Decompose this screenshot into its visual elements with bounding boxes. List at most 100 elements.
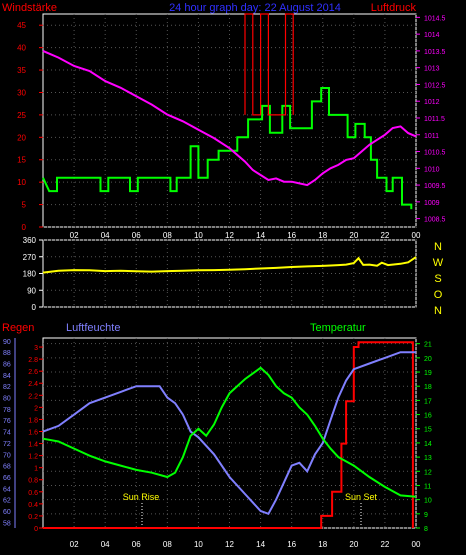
- pressure-tick-label: 1012.5: [424, 82, 446, 89]
- humidity-tick-label: 58: [3, 520, 11, 527]
- pressure-tick-label: 1009: [424, 200, 440, 207]
- pressure-tick-label: 1013: [424, 66, 440, 73]
- humidity-tick-label: 72: [3, 441, 11, 448]
- rain-tick-label: 0.2: [28, 514, 38, 521]
- wind-speed-tick-label: 30: [17, 88, 26, 97]
- wind-speed-tick-label: 35: [17, 66, 26, 75]
- rain-tick-label: 1.8: [28, 417, 38, 424]
- temperature-tick-label: 11: [424, 483, 431, 490]
- wind-speed-tick-label: 0: [22, 223, 27, 232]
- wind-speed-ticks: 0 5 10 15 20 25 30 35 40 45: [17, 21, 43, 232]
- temperature-tick-label: 17: [424, 398, 432, 405]
- pressure-tick-label: 1014: [424, 32, 440, 39]
- pressure-tick-label: 1012: [424, 99, 440, 106]
- temperature-tick-label: 20: [424, 356, 432, 363]
- rain-humidity-temperature-series: [42, 341, 417, 529]
- x-tick-label: 10: [194, 231, 203, 240]
- rain-humidity-temperature-panel: 0 0.2 0.4 0.6 0.8 1 1.2 1.4 1.6 1.8 2 2.2 2.4 2.6 2.8 3…: [3, 337, 432, 549]
- rain-tick-label: 0.6: [28, 490, 38, 497]
- direction-ticks: 0 90 180 270 360: [23, 236, 43, 312]
- compass-letter: N: [434, 305, 442, 317]
- humidity-tick-label: 78: [3, 407, 11, 414]
- temperature-tick-label: 9: [424, 512, 428, 519]
- pressure-ticks: 1008.5 1009 1009.5 1010 1010.5 1011 1011.5 1012…: [416, 15, 446, 224]
- rain-axis-title: Regen: [2, 322, 34, 334]
- rain-tick-label: 3: [34, 345, 38, 352]
- x-tick-label: 02: [70, 540, 79, 549]
- x-tick-label: 22: [380, 540, 389, 549]
- x-tick-label: 02: [70, 231, 79, 240]
- wind-pressure-x-ticks: 02 04 06 08 10 12 14 16 18 20 22 00: [70, 231, 421, 240]
- humidity-axis-title: Luftfeuchte: [66, 322, 120, 334]
- temperature-tick-label: 16: [424, 413, 432, 420]
- humidity-tick-label: 88: [3, 350, 11, 357]
- humidity-ticks: 58 60 62 64 66 68 70 72 74 76 78 80 82 84 86 88 90: [3, 338, 16, 528]
- x-tick-label: 00: [412, 231, 421, 240]
- pressure-tick-label: 1011.5: [424, 116, 445, 123]
- temperature-tick-label: 19: [424, 370, 432, 377]
- humidity-tick-label: 68: [3, 464, 11, 471]
- x-tick-label: 18: [318, 540, 327, 549]
- wind-speed-tick-label: 45: [17, 21, 26, 30]
- temperature-tick-label: 21: [424, 342, 432, 349]
- pressure-tick-label: 1013.5: [424, 49, 446, 56]
- wind-speed-axis-title: Windstärke: [2, 2, 57, 14]
- temperature-line: [42, 366, 417, 498]
- rain-tick-label: 0: [34, 526, 38, 533]
- humidity-tick-label: 70: [3, 452, 11, 459]
- pressure-tick-label: 1010: [424, 166, 440, 173]
- compass-letter: O: [434, 289, 443, 301]
- rain-tick-label: 2.4: [28, 381, 38, 388]
- rain-ticks: 0 0.2 0.4 0.6 0.8 1 1.2 1.4 1.6 1.8 2 2.2 2.4 2.6 2.8 3: [28, 345, 43, 533]
- direction-tick-label: 180: [23, 270, 37, 279]
- wind-speed-tick-label: 10: [17, 178, 26, 187]
- gust-line: [244, 13, 294, 116]
- rain-tick-label: 0.4: [28, 502, 38, 509]
- x-tick-label: 10: [194, 540, 203, 549]
- chart-title: 24 hour graph day: 22 August 2014: [169, 2, 341, 14]
- x-tick-label: 00: [412, 540, 421, 549]
- pressure-axis-title: Luftdruck: [371, 2, 417, 14]
- wind-speed-tick-label: 15: [17, 156, 26, 165]
- rain-tick-label: 1.4: [28, 442, 38, 449]
- x-tick-label: 16: [287, 231, 296, 240]
- rain-tick-label: 1.6: [28, 429, 38, 436]
- compass-letter: W: [433, 257, 444, 269]
- humidity-line: [42, 351, 416, 516]
- temperature-tick-label: 8: [424, 526, 428, 533]
- x-tick-label: 18: [318, 231, 327, 240]
- humidity-tick-label: 82: [3, 384, 11, 391]
- x-tick-label: 08: [163, 231, 172, 240]
- temperature-tick-label: 13: [424, 455, 432, 462]
- temperature-tick-label: 18: [424, 384, 432, 391]
- x-tick-label: 12: [225, 231, 234, 240]
- wind-pressure-series: [42, 13, 417, 210]
- wind-speed-tick-label: 40: [17, 44, 26, 53]
- pressure-tick-label: 1009.5: [424, 183, 446, 190]
- humidity-tick-label: 80: [3, 396, 11, 403]
- x-tick-label: 08: [163, 540, 172, 549]
- pressure-tick-label: 1014.5: [424, 15, 446, 22]
- rain-tick-label: 2.2: [28, 393, 38, 400]
- temperature-tick-label: 12: [424, 469, 432, 476]
- temperature-axis-title: Temperatur: [310, 322, 366, 334]
- humidity-tick-label: 62: [3, 498, 11, 505]
- humidity-tick-label: 60: [3, 509, 11, 516]
- humidity-tick-label: 64: [3, 486, 11, 493]
- temperature-tick-label: 10: [424, 498, 432, 505]
- direction-line: [42, 256, 417, 274]
- compass-letter: N: [434, 241, 442, 253]
- humidity-tick-label: 84: [3, 373, 11, 380]
- x-tick-label: 04: [101, 231, 110, 240]
- x-tick-label: 22: [380, 231, 389, 240]
- x-tick-label: 14: [256, 540, 265, 549]
- rain-tick-label: 2.8: [28, 357, 38, 364]
- wind-speed-tick-label: 20: [17, 133, 26, 142]
- x-tick-label: 20: [349, 540, 358, 549]
- pressure-tick-label: 1008.5: [424, 217, 446, 224]
- wind-speed-tick-label: 25: [17, 111, 26, 120]
- direction-tick-label: 90: [27, 286, 36, 295]
- sunrise-label: Sun Rise: [123, 492, 160, 502]
